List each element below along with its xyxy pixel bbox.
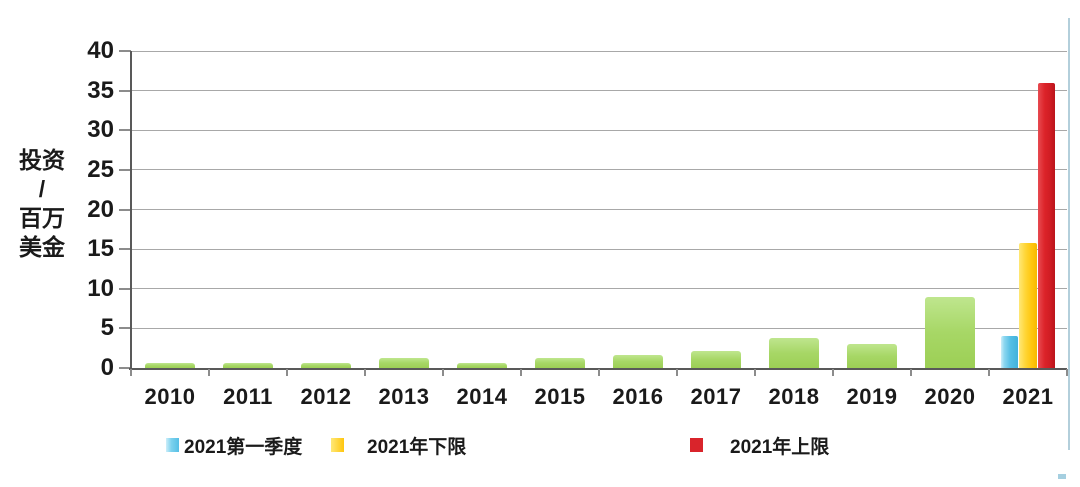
legend-label: 2021年上限	[730, 436, 830, 458]
legend-item-q1-2021: 2021第一季度	[166, 436, 302, 458]
x-axis-tick	[1066, 369, 1068, 376]
x-axis-label: 2017	[690, 384, 742, 409]
x-axis-tick	[286, 369, 288, 376]
bar-2019	[847, 344, 897, 368]
x-axis-label: 2018	[768, 384, 820, 409]
y-tick-label: 0	[100, 354, 114, 381]
legend-item-lower-bound: 2021年下限	[331, 436, 466, 458]
bar-2021-s1	[1000, 335, 1019, 368]
x-axis-tick	[208, 369, 210, 376]
bar-2021-s2	[1019, 242, 1037, 368]
x-axis-line	[129, 367, 1067, 370]
x-axis-label: 2014	[456, 384, 508, 409]
x-axis-label: 2013	[378, 384, 430, 409]
y-axis-tick	[119, 287, 131, 290]
y-axis-tick	[119, 327, 131, 330]
y-tick-label: 25	[87, 155, 114, 183]
x-axis-label: 2012	[300, 384, 352, 409]
y-axis-tick	[119, 367, 131, 369]
y-axis-title-line: /	[38, 176, 46, 202]
gridline	[131, 209, 1067, 210]
x-axis-label: 2015	[534, 384, 586, 409]
y-axis-tick	[119, 168, 131, 171]
x-axis-tick	[520, 369, 522, 376]
x-axis-tick	[988, 369, 990, 376]
y-tick-label: 15	[87, 235, 114, 263]
y-axis-tick	[119, 89, 131, 92]
gridline	[131, 248, 1067, 250]
legend-label: 2021年下限	[367, 436, 467, 458]
bar-2021-s3	[1037, 82, 1056, 368]
bar-2017	[691, 351, 741, 368]
y-axis-title-line: 美金	[19, 234, 65, 260]
x-axis-label: 2021	[1002, 384, 1054, 409]
bar-2013	[379, 358, 429, 368]
y-tick-label: 40	[87, 37, 114, 64]
y-axis-line	[130, 51, 132, 370]
x-axis-label: 2019	[846, 384, 898, 409]
x-axis-tick	[130, 369, 132, 376]
gridline	[131, 288, 1067, 290]
x-axis-label: 2011	[223, 384, 273, 409]
y-axis-tick	[119, 248, 131, 251]
gridline	[131, 129, 1067, 131]
y-tick-label: 10	[87, 274, 114, 302]
y-tick-label: 20	[87, 195, 114, 223]
x-axis-tick	[442, 369, 444, 376]
bar-2018	[769, 337, 819, 368]
x-axis-tick	[364, 369, 366, 376]
bar-2016	[613, 355, 663, 368]
x-axis-label: 2016	[612, 384, 664, 409]
gridline	[131, 327, 1067, 329]
y-axis-title-line: 百万	[19, 205, 65, 231]
y-tick-label: 30	[87, 116, 114, 144]
legend-swatch-blue	[166, 438, 179, 452]
x-axis-label: 2010	[144, 384, 196, 409]
bar-2014	[457, 363, 507, 368]
page-corner-mark	[1058, 474, 1066, 479]
legend-item-upper-bound: 2021年上限	[690, 436, 829, 458]
gridline	[131, 50, 1067, 52]
gridline	[131, 169, 1067, 171]
legend-swatch-yellow	[331, 438, 344, 452]
x-axis-label: 2020	[924, 384, 976, 409]
bar-2015	[535, 357, 585, 368]
legend-label: 2021第一季度	[184, 436, 303, 458]
gridline	[131, 90, 1067, 92]
y-axis-tick	[119, 208, 131, 211]
x-axis-tick	[910, 369, 912, 376]
y-axis-title-line: 投资	[19, 147, 65, 173]
bar-2020	[925, 297, 975, 368]
page-border-line	[1068, 18, 1070, 450]
y-axis-tick	[119, 129, 131, 132]
legend-swatch-red	[690, 438, 703, 452]
x-axis-tick	[598, 369, 600, 376]
bar-2012	[301, 363, 351, 368]
y-axis-title: 投资 / 百万 美金	[12, 146, 72, 262]
x-axis-tick	[676, 369, 678, 376]
y-tick-label: 35	[87, 76, 114, 104]
x-axis-tick	[832, 369, 834, 376]
bar-2010	[145, 363, 195, 368]
y-axis-tick	[119, 50, 131, 52]
y-tick-label: 5	[100, 314, 114, 342]
bar-2011	[223, 363, 273, 368]
x-axis-tick	[754, 369, 756, 376]
